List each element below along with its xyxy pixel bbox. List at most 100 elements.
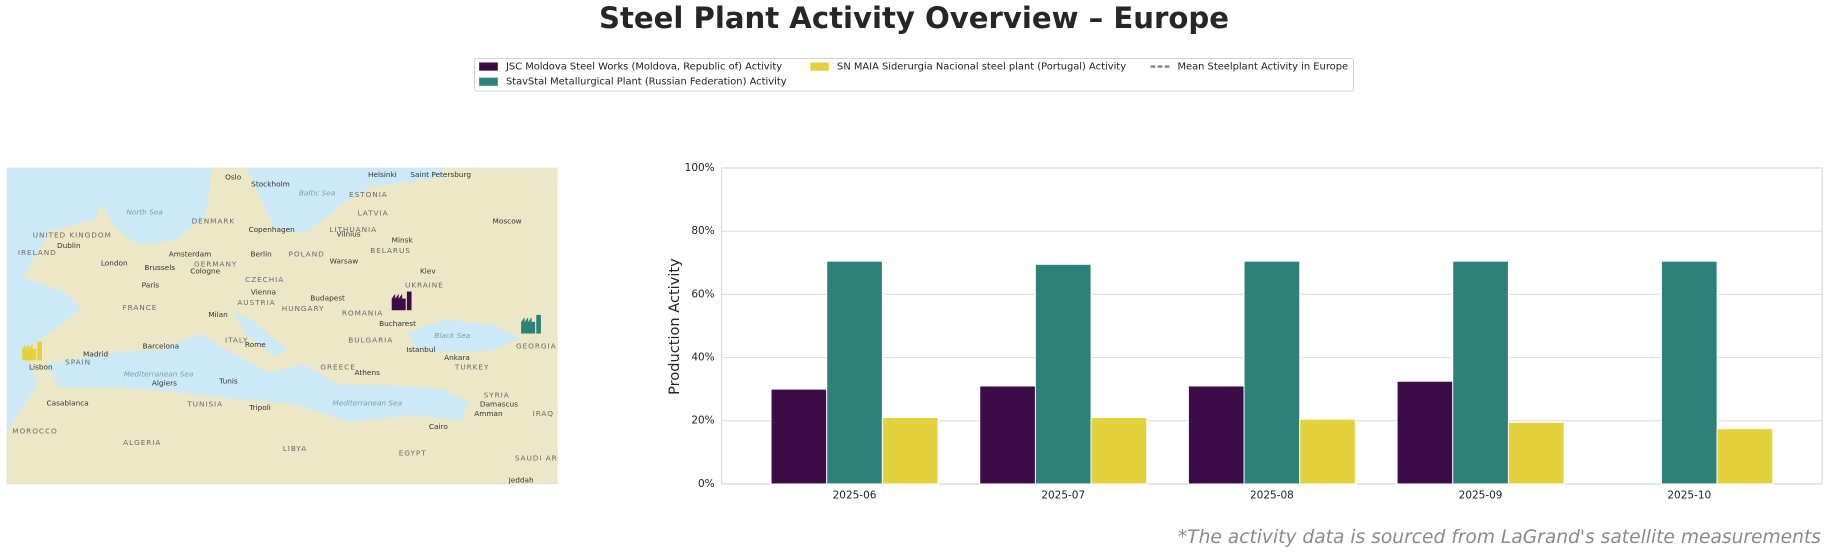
map-label: ROMANIA (342, 309, 383, 318)
map-label: London (101, 259, 128, 268)
bar (1716, 428, 1774, 485)
map-label: Cairo (429, 422, 448, 431)
plant-icon-chimney (37, 341, 42, 361)
legend-box (474, 57, 1354, 92)
map-label: LATVIA (358, 208, 389, 217)
map-label: Dublin (57, 241, 81, 250)
bar (1507, 421, 1565, 485)
map-label: Moscow (493, 217, 522, 226)
map-label: UKRAINE (405, 281, 444, 290)
map-label: Vilnius (337, 229, 361, 238)
map-label: Mediterranean Sea (332, 398, 402, 407)
map-label: Istanbul (406, 345, 435, 354)
map-label: ALGERIA (123, 438, 161, 447)
map-label: Milan (208, 310, 228, 319)
map-label: Bucharest (379, 319, 416, 328)
map-label: Athens (355, 368, 381, 377)
bar (1243, 260, 1301, 485)
map-label: Warsaw (330, 256, 359, 265)
bar (1299, 418, 1356, 485)
bar (1187, 385, 1245, 485)
y-tick-label: 60% (691, 288, 714, 300)
legend-swatch (479, 62, 498, 71)
legend-swatch (810, 62, 829, 71)
legend-label: JSC Moldova Steel Works (Moldova, Republ… (505, 62, 782, 73)
bar (1034, 263, 1092, 485)
map-label: North Sea (126, 207, 162, 216)
y-tick-label: 100% (685, 162, 715, 174)
map-label: Helsinki (368, 170, 397, 179)
map-label: Damascus (480, 400, 518, 409)
legend-swatch (479, 77, 498, 86)
map-label: HUNGARY (282, 304, 325, 313)
map-label: Baltic Sea (299, 189, 335, 198)
x-tick-label: 2025-09 (1459, 490, 1503, 502)
map-label: GERMANY (194, 260, 237, 269)
map: Oslo Stockholm Helsinki Saint Petersburg Nor… (6, 167, 558, 485)
map-label: Tunis (218, 376, 238, 385)
chart-title: Steel Plant Activity Overview – Europe (599, 1, 1229, 35)
map-label: Kiev (420, 267, 436, 276)
plant-icon-chimney (406, 291, 412, 311)
bar (1452, 260, 1509, 485)
map-label: GEORGIA (516, 341, 557, 350)
map-label: CZECHIA (245, 275, 284, 284)
footnote: *The activity data is sourced from LaGra… (1178, 527, 1821, 548)
legend-label: StavStal Metallurgical Plant (Russian Fe… (506, 77, 787, 88)
map-label: SYRIA (484, 390, 510, 399)
map-label: AUSTRIA (237, 298, 275, 307)
map-label: MOROCCO (12, 426, 57, 435)
x-tick-label: 2025-06 (833, 490, 877, 502)
y-tick-label: 40% (691, 352, 714, 364)
legend-label: Mean Steelplant Activity in Europe (1177, 62, 1348, 73)
map-label: POLAND (289, 249, 325, 258)
map-label: Saint Petersburg (410, 170, 471, 179)
plant-icon-body (521, 321, 536, 334)
map-label: LITHUANIA (329, 225, 377, 234)
map-label: Amsterdam (169, 249, 212, 258)
y-tick-label: 80% (691, 225, 714, 237)
map-label: BELARUS (370, 246, 411, 255)
map-label: BULGARIA (348, 336, 393, 345)
map-label: SAUDI AR (515, 453, 558, 462)
map-label: Black Sea (434, 331, 470, 340)
map-label: Brussels (144, 263, 175, 272)
map-label: FRANCE (122, 303, 157, 312)
map-label: LIBYA (283, 444, 307, 453)
y-tick-label: 0% (698, 478, 715, 490)
bar (1090, 417, 1148, 485)
plant-icon-body (22, 348, 37, 361)
x-tick-label: 2025-08 (1250, 490, 1294, 502)
map-label: Copenhagen (248, 225, 295, 234)
map-sea (6, 167, 520, 434)
map-label: TURKEY (454, 362, 489, 371)
plot-area: 0% 20% 40% 60% 80% 100% 2025-06 2025-07 2025-08 2… (685, 162, 1823, 502)
map-label: Jeddah (508, 475, 534, 484)
map-label: EGYPT (399, 449, 427, 458)
map-label: Amman (474, 409, 503, 418)
map-label: Stockholm (251, 179, 290, 188)
map-label: Rome (245, 340, 266, 349)
map-label: IRELAND (18, 248, 57, 257)
map-label: Barcelona (143, 341, 180, 350)
map-label: Lisbon (29, 362, 53, 371)
map-label: IRAQ (533, 409, 554, 418)
map-label: GREECE (320, 362, 355, 371)
map-label: ESTONIA (349, 190, 388, 199)
map-label: SPAIN (65, 358, 91, 367)
map-label: Vienna (251, 288, 276, 297)
map-label: Cologne (190, 267, 220, 276)
map-label: Oslo (225, 172, 242, 181)
x-tick-label: 2025-07 (1041, 490, 1085, 502)
bar (1396, 380, 1454, 485)
bar (826, 260, 883, 485)
map-label: Berlin (251, 249, 273, 258)
bar (1660, 260, 1718, 485)
map-label: Algiers (152, 379, 177, 388)
map-label: Budapest (310, 294, 345, 303)
map-label: ITALY (225, 336, 248, 345)
map-label: TUNISIA (186, 400, 223, 409)
map-label: UNITED KINGDOM (33, 231, 112, 240)
map-label: DENMARK (192, 217, 236, 226)
